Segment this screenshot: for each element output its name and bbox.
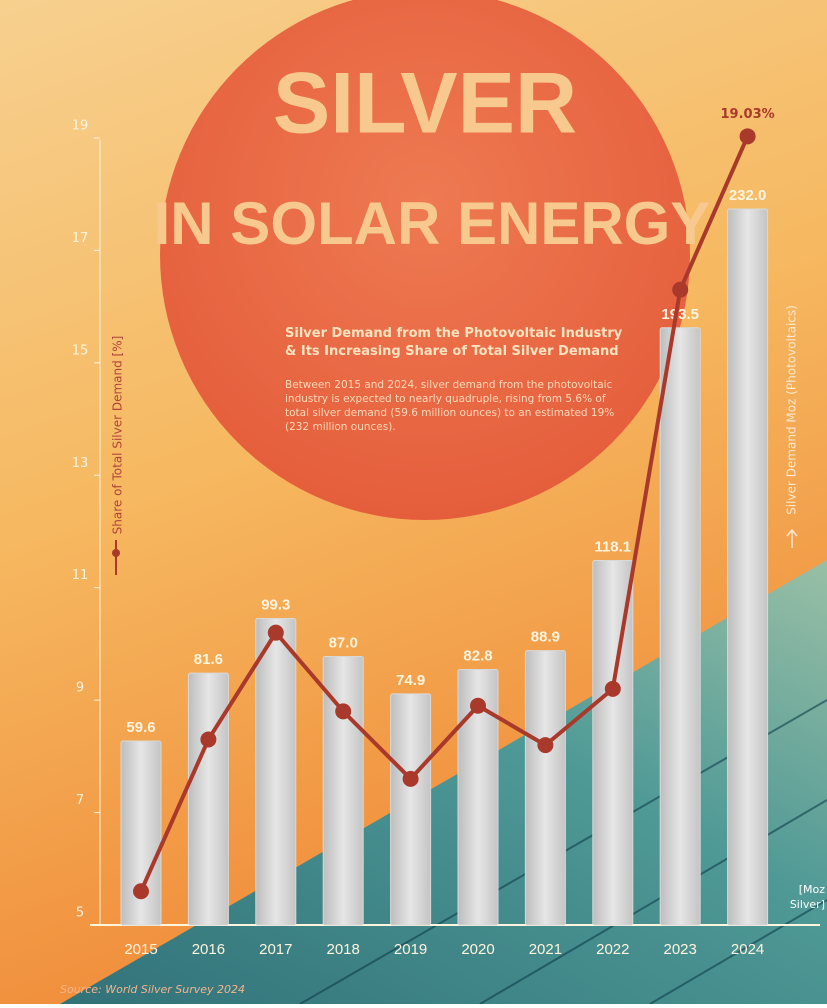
line-point — [200, 731, 216, 747]
bar-label: 118.1 — [594, 538, 631, 555]
line-point — [740, 128, 756, 144]
line-point — [470, 698, 486, 714]
line-point — [403, 771, 419, 787]
bar — [525, 651, 565, 925]
bar-label: 99.3 — [261, 597, 290, 614]
x-tick-label: 2023 — [664, 941, 697, 958]
bar-label: 82.8 — [463, 647, 492, 664]
x-tick-label: 2016 — [192, 941, 225, 958]
y2-axis-label: Silver Demand Moz (Photovoltaics) — [785, 305, 799, 515]
line-point — [605, 681, 621, 697]
bar-label: 87.0 — [329, 634, 358, 651]
x-tick-label: 2022 — [596, 941, 629, 958]
y-legend-dot — [112, 549, 120, 557]
title-line2: IN SOLAR ENERGY — [154, 190, 711, 257]
y-tick-label: 17 — [72, 231, 89, 246]
x-tick-label: 2018 — [327, 941, 360, 958]
unit-box: [Moz Silver] — [765, 882, 825, 918]
line-point — [268, 625, 284, 641]
bar-label: 74.9 — [396, 672, 425, 689]
bar-label: 193.5 — [661, 306, 699, 323]
y-tick-label: 9 — [76, 681, 84, 696]
bar-label: 88.9 — [531, 629, 560, 646]
bar-label: 59.6 — [126, 719, 155, 736]
bar — [391, 694, 431, 925]
x-tick-label: 2015 — [124, 941, 157, 958]
subtitle-box: Silver Demand from the Photovoltaic Indu… — [285, 325, 625, 385]
x-tick-label: 2017 — [259, 941, 292, 958]
line-point — [335, 703, 351, 719]
line-point — [672, 282, 688, 298]
line-point — [133, 883, 149, 899]
x-tick-label: 2019 — [394, 941, 427, 958]
source: Source: World Silver Survey 2024 — [60, 983, 245, 996]
subtitle: Silver Demand from the Photovoltaic Indu… — [285, 325, 625, 361]
y-tick-label: 13 — [72, 456, 89, 471]
y-axis-label: Share of Total Silver Demand [%] — [111, 336, 125, 535]
infographic: SILVER IN SOLAR ENERGY Silver Demand fro… — [0, 0, 827, 1004]
bar — [660, 328, 700, 925]
x-tick-label: 2021 — [529, 941, 562, 958]
bar — [256, 619, 296, 925]
y-tick-label: 5 — [76, 906, 84, 921]
x-tick-label: 2024 — [731, 941, 764, 958]
bar — [728, 209, 768, 925]
y-tick-label: 11 — [72, 568, 89, 583]
bar-label: 232.0 — [729, 187, 767, 204]
title: SILVER — [273, 56, 577, 152]
y-tick-label: 19 — [72, 119, 89, 134]
y-tick-label: 15 — [72, 343, 89, 358]
bar — [188, 673, 228, 925]
line-point — [537, 737, 553, 753]
y-tick-label: 7 — [76, 793, 84, 808]
y2-unit: [Moz Silver] — [765, 882, 825, 912]
description-box: Between 2015 and 2024, silver demand fro… — [285, 378, 625, 448]
x-tick-label: 2020 — [461, 941, 494, 958]
description: Between 2015 and 2024, silver demand fro… — [285, 378, 625, 434]
line-label: 19.03% — [721, 107, 775, 122]
bar-label: 81.6 — [194, 651, 223, 668]
